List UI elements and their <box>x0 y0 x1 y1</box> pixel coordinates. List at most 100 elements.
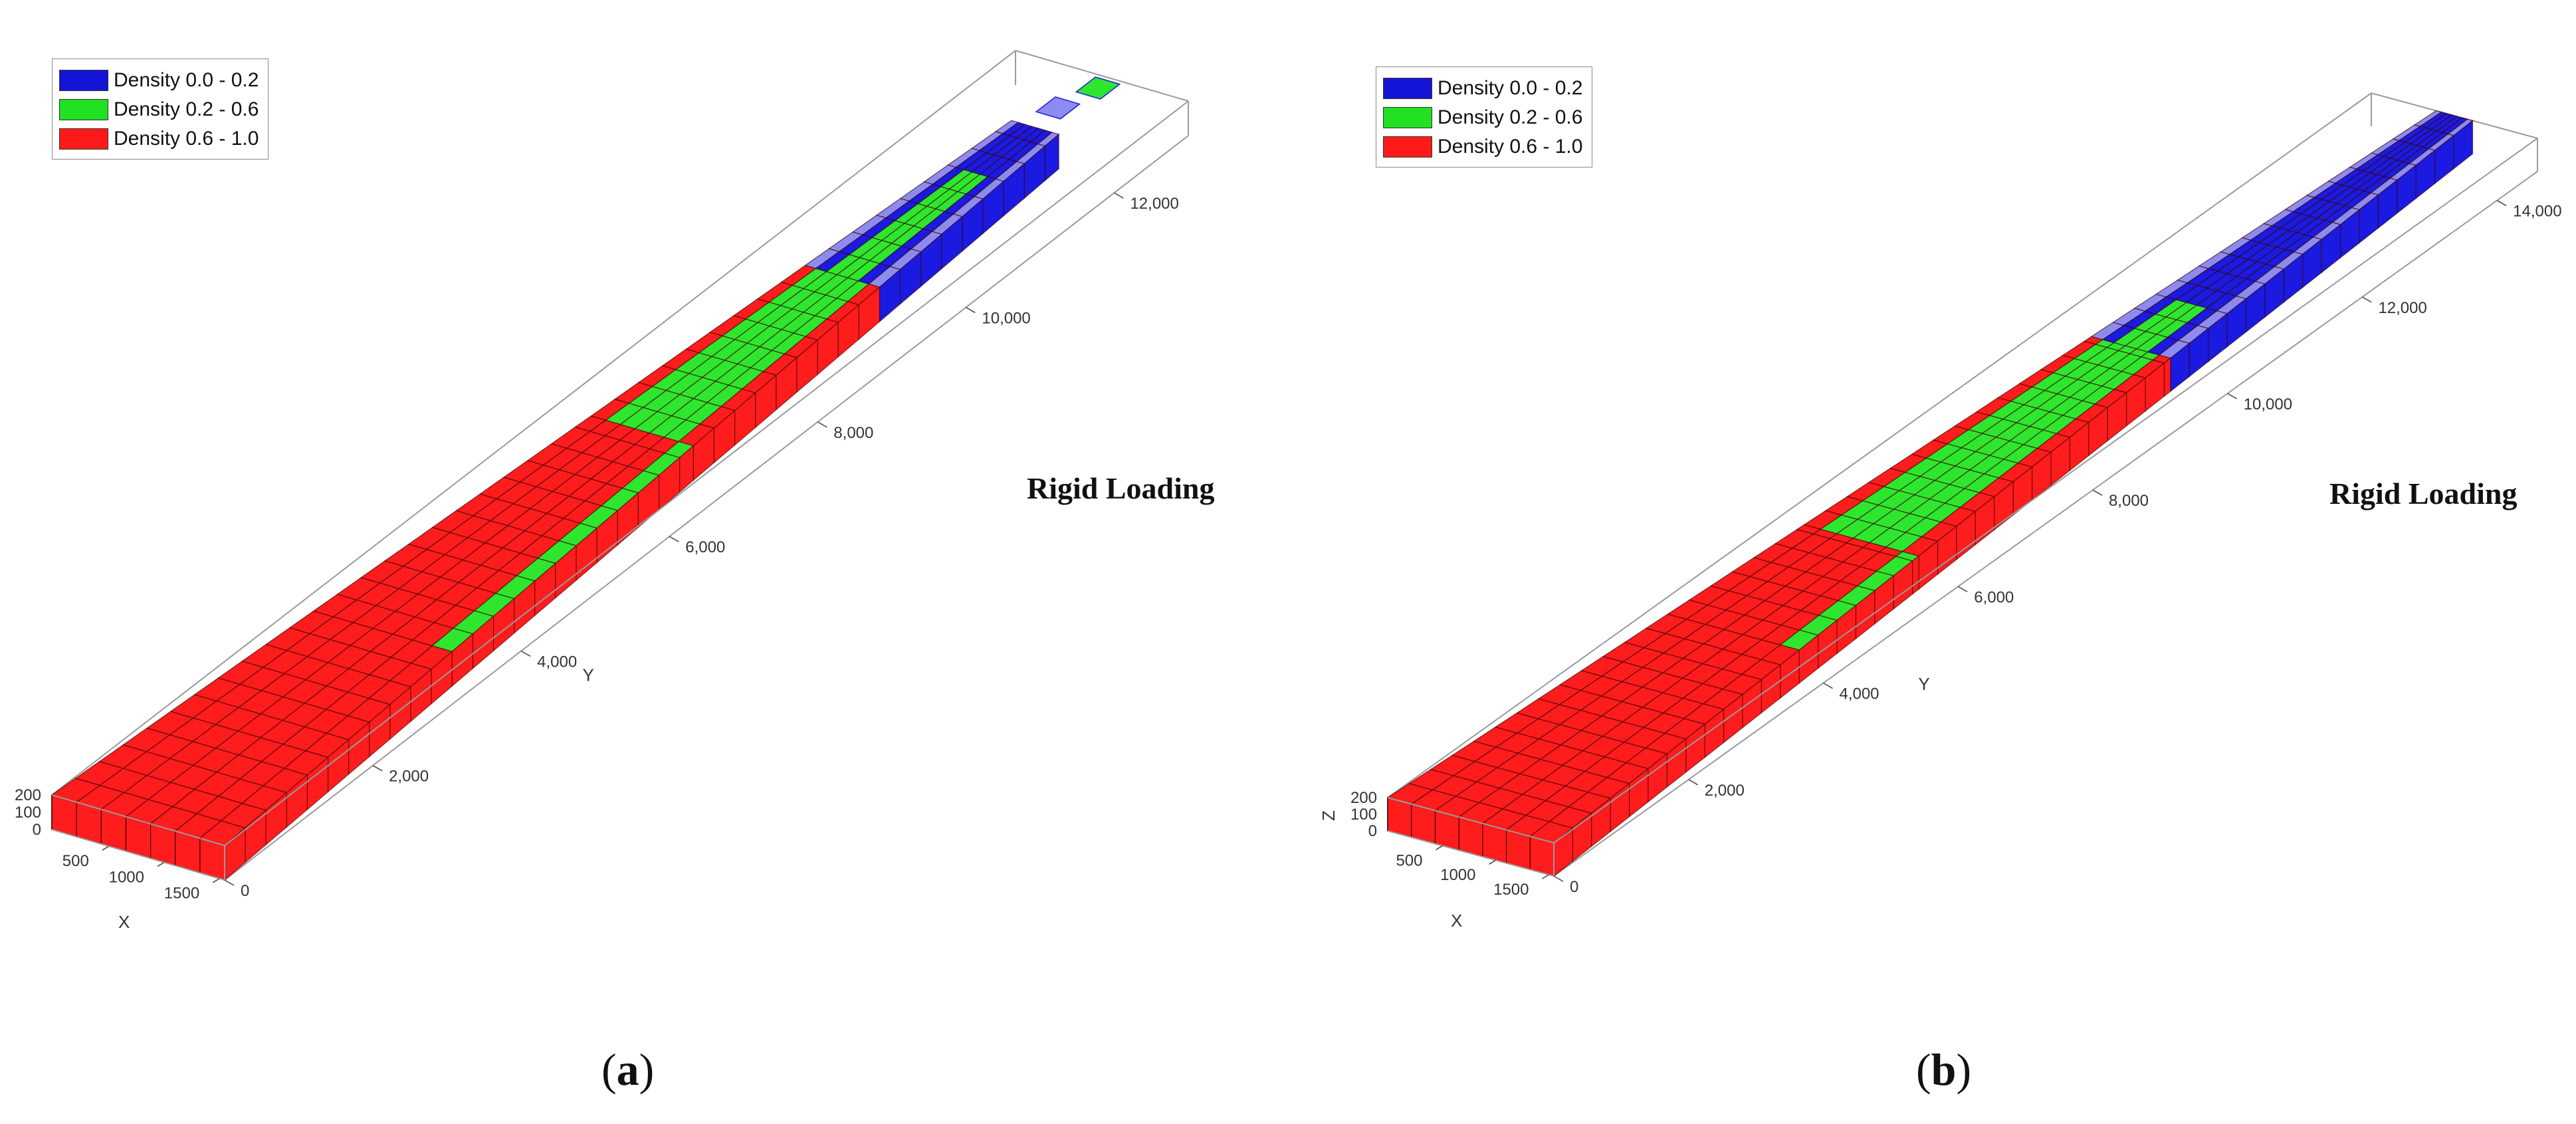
z-tick-label: 100 <box>15 804 41 822</box>
y-tick-label: 6,000 <box>685 538 725 556</box>
y-tick-mark <box>2362 296 2372 303</box>
chart-panel-a: 0 2,000 4,000 6,000 8,000 10,000 12,000 Y 500 100… <box>0 50 1215 1095</box>
x-tick-label: 1000 <box>1440 866 1475 884</box>
legend-label-mid: Density 0.2 - 0.6 <box>114 98 259 120</box>
legend-swatch-low <box>1383 78 1432 99</box>
legend-label-low: Density 0.0 - 0.2 <box>114 69 259 91</box>
panel-caption-b: (b) <box>1916 1044 1972 1095</box>
y-tick-mark <box>1688 779 1699 786</box>
x-tick-label: 500 <box>1396 851 1422 869</box>
legend-item-high: Density 0.6 - 1.0 <box>1383 132 1582 162</box>
y-tick-mark <box>2496 199 2507 207</box>
y-tick-label: 4,000 <box>537 653 577 671</box>
legend-item-low: Density 0.0 - 0.2 <box>1383 74 1582 103</box>
x-tick-mark <box>157 861 165 867</box>
y-tick-label: 8,000 <box>2109 492 2149 510</box>
y-tick-mark <box>1553 875 1564 882</box>
legend-swatch-low <box>59 70 108 91</box>
panel-letter-a: a <box>616 1044 639 1095</box>
y-tick-mark <box>2092 489 2103 496</box>
y-tick-label: 10,000 <box>2244 395 2292 413</box>
bounding-box-edge <box>1387 92 2372 798</box>
z-axis-label: Z <box>1319 810 1339 821</box>
legend-label-low: Density 0.0 - 0.2 <box>1438 77 1583 99</box>
legend-label-high: Density 0.6 - 1.0 <box>114 128 259 150</box>
bounding-box-edge <box>1387 830 1555 877</box>
bounding-box-edge <box>51 794 225 846</box>
y-tick-mark <box>372 765 383 772</box>
z-tick-label: 200 <box>1350 789 1377 807</box>
legend-b: Density 0.0 - 0.2 Density 0.2 - 0.6 Dens… <box>1376 66 1593 168</box>
beam-plot-a: 0 2,000 4,000 6,000 8,000 10,000 12,000 Y 500 100… <box>0 50 1189 932</box>
legend-item-mid: Density 0.2 - 0.6 <box>1383 103 1582 132</box>
z-tick-label: 0 <box>33 821 41 839</box>
y-tick-mark <box>2227 393 2238 399</box>
legend-swatch-high <box>59 128 108 150</box>
legend-label-high: Density 0.6 - 1.0 <box>1438 136 1583 158</box>
y-tick-label: 14,000 <box>2513 203 2561 221</box>
legend-item-high: Density 0.6 - 1.0 <box>59 124 259 154</box>
x-tick-label: 1000 <box>109 868 144 886</box>
legend-swatch-high <box>1383 136 1432 158</box>
bounding-box-edge <box>51 50 1016 796</box>
z-axis-label: Z <box>0 808 3 819</box>
y-tick-label: 12,000 <box>2378 299 2426 317</box>
bounding-box-edge <box>1553 138 2538 843</box>
y-tick-label: 8,000 <box>833 424 873 442</box>
y-tick-label: 2,000 <box>389 768 429 786</box>
beam-plot-b: 0 2,000 4,000 6,000 8,000 10,000 12,000 14,000 Y… <box>1319 92 2562 931</box>
y-tick-mark <box>817 421 827 428</box>
x-tick-mark <box>1436 845 1443 851</box>
y-tick-mark <box>1823 682 1833 689</box>
y-tick-mark <box>520 650 531 657</box>
legend-item-low: Density 0.0 - 0.2 <box>59 66 259 95</box>
z-tick-label: 100 <box>1350 806 1377 824</box>
legend-item-mid: Density 0.2 - 0.6 <box>59 95 259 124</box>
legend-swatch-mid <box>1383 107 1432 128</box>
bounding-box-edge <box>51 829 225 881</box>
y-tick-label: 0 <box>1570 878 1578 896</box>
y-tick-label: 12,000 <box>1130 195 1178 213</box>
legend-swatch-mid <box>59 99 108 120</box>
x-tick-mark <box>1489 859 1496 865</box>
density-voxel-side <box>1044 133 1059 181</box>
y-tick-label: 0 <box>241 882 249 900</box>
isolated-voxel <box>1075 76 1121 100</box>
bounding-box-edge <box>1387 797 1555 843</box>
y-tick-label: 10,000 <box>982 309 1030 327</box>
legend-a: Density 0.0 - 0.2 Density 0.2 - 0.6 Dens… <box>52 58 269 160</box>
annotation-rigid-loading-a: Rigid Loading <box>1027 471 1215 505</box>
x-axis-label: X <box>1451 911 1462 931</box>
y-tick-mark <box>966 306 976 314</box>
x-tick-mark <box>212 878 220 883</box>
bounding-box-edge <box>224 100 1189 846</box>
isolated-voxel <box>1035 96 1081 120</box>
bounding-box-edge <box>1015 50 1189 102</box>
y-axis-label: Y <box>1918 674 1929 694</box>
bounding-box-edge <box>1553 171 2538 877</box>
y-tick-mark <box>1957 586 1968 593</box>
legend-label-mid: Density 0.2 - 0.6 <box>1438 106 1583 128</box>
y-tick-label: 6,000 <box>1974 588 2014 606</box>
panel-letter-b: b <box>1931 1044 1957 1095</box>
chart-panel-b: 0 2,000 4,000 6,000 8,000 10,000 12,000 14,000 Y… <box>1288 0 2576 1124</box>
y-tick-mark <box>1114 192 1124 199</box>
density-voxel-side <box>2163 357 2171 397</box>
y-tick-label: 4,000 <box>1839 685 1879 703</box>
x-tick-label: 1500 <box>1493 881 1529 899</box>
bounding-box-edge <box>224 135 1189 881</box>
annotation-rigid-loading-b: Rigid Loading <box>2329 477 2518 510</box>
x-axis-label: X <box>118 912 130 932</box>
y-tick-label: 2,000 <box>1705 782 1745 800</box>
x-tick-mark <box>102 845 110 851</box>
density-voxel-side <box>1912 555 1919 596</box>
x-tick-label: 500 <box>62 852 89 870</box>
density-voxel-side <box>2453 120 2474 170</box>
y-tick-mark <box>669 536 679 542</box>
x-tick-mark <box>1542 874 1549 879</box>
y-tick-mark <box>224 879 235 886</box>
panel-caption-a: (a) <box>601 1044 655 1095</box>
z-tick-label: 200 <box>15 786 41 804</box>
x-tick-label: 1500 <box>164 885 199 903</box>
y-axis-label: Y <box>583 665 594 685</box>
